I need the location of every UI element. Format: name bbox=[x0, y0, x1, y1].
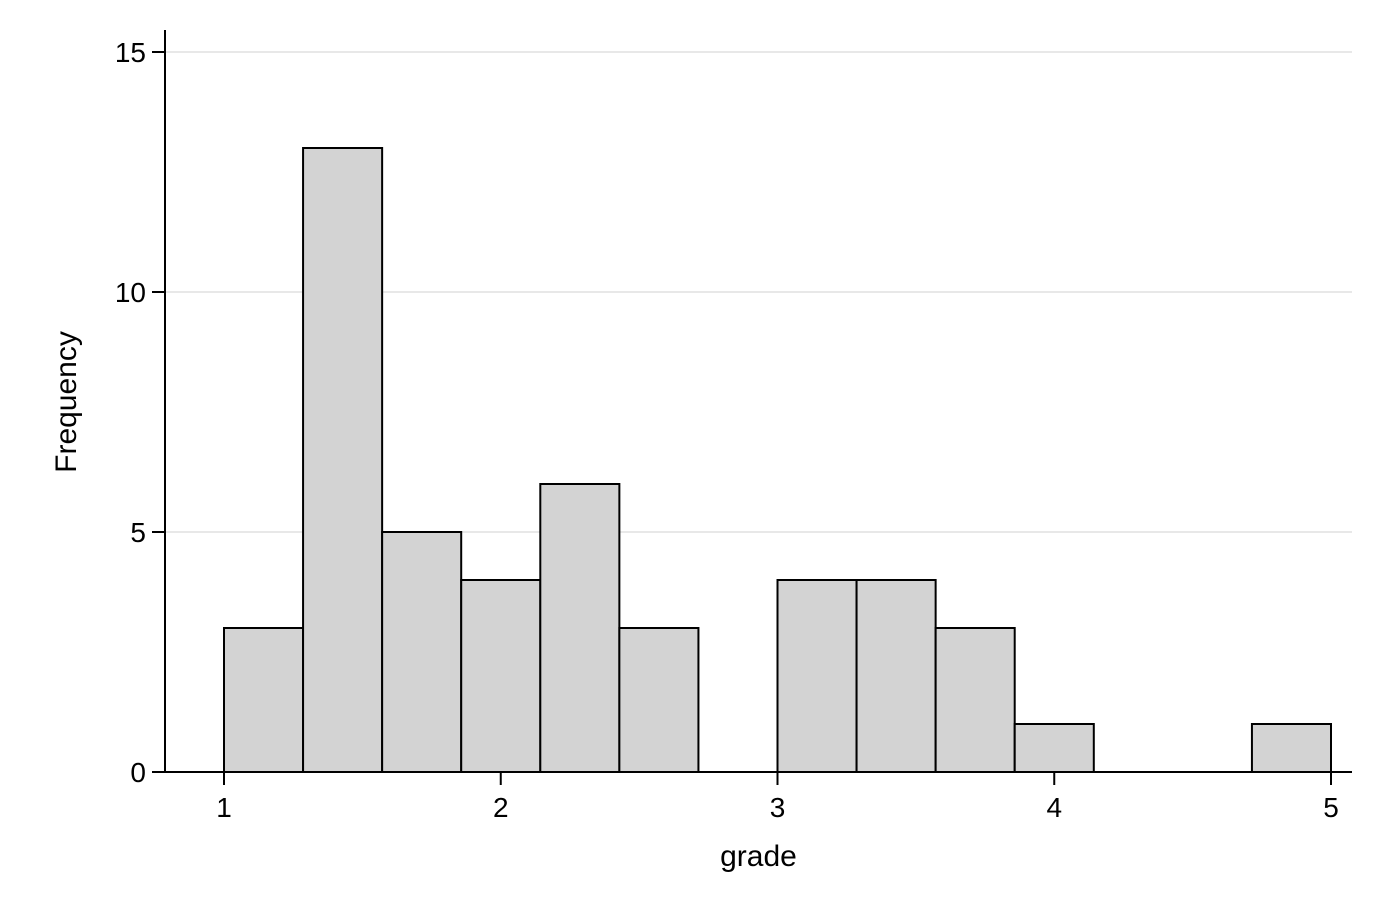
histogram-bar bbox=[1250, 723, 1332, 773]
histogram-bar bbox=[1013, 723, 1095, 773]
histogram-bar bbox=[776, 579, 858, 773]
histogram-bar bbox=[381, 531, 463, 773]
x-axis-title: grade bbox=[720, 840, 797, 873]
x-tick-label: 3 bbox=[770, 792, 786, 823]
y-tick-label: 0 bbox=[130, 757, 146, 788]
y-tick-label: 5 bbox=[130, 517, 146, 548]
y-axis-title: Frequency bbox=[50, 331, 83, 473]
axis-layer bbox=[164, 30, 1352, 773]
x-tick-label: 1 bbox=[216, 792, 232, 823]
histogram-bar bbox=[934, 627, 1016, 773]
bar-layer bbox=[223, 147, 1332, 773]
x-tick-label: 5 bbox=[1323, 792, 1339, 823]
y-tick-label: 10 bbox=[115, 277, 146, 308]
histogram-bar bbox=[460, 579, 542, 773]
tick-layer: 0 5 10 15 1 2 3 4 5 bbox=[115, 37, 1339, 823]
histogram-bar bbox=[223, 627, 305, 773]
histogram-bar bbox=[302, 147, 384, 773]
x-tick-label: 4 bbox=[1046, 792, 1062, 823]
histogram-bar bbox=[855, 579, 937, 773]
histogram-bar bbox=[618, 627, 700, 773]
histogram-bar bbox=[539, 483, 621, 773]
y-tick-label: 15 bbox=[115, 37, 146, 68]
x-tick-label: 2 bbox=[493, 792, 509, 823]
